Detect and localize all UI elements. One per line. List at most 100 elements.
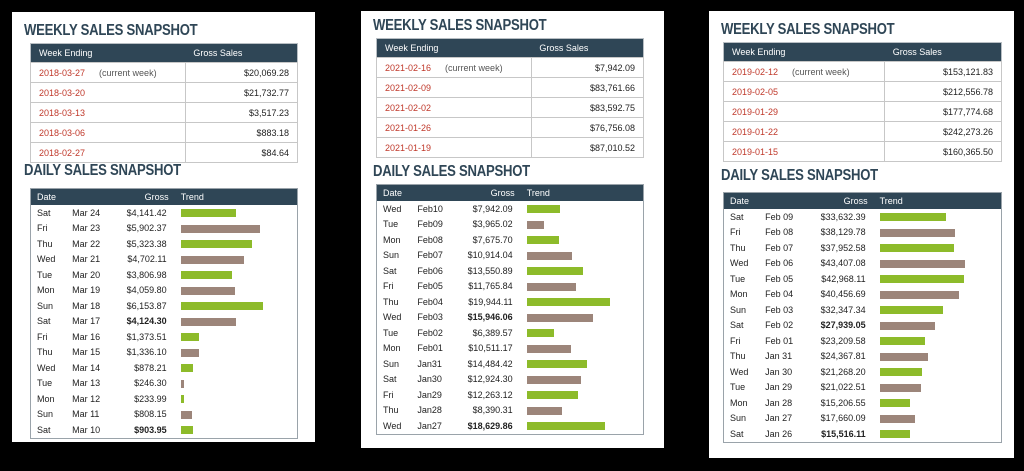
daily-header-row: Date Gross Trend xyxy=(30,188,298,205)
week-cell: 2018-02-27 xyxy=(30,142,186,163)
weekly-row: 2021-02-02 $83,592.75 xyxy=(376,97,645,118)
trend-bar xyxy=(526,267,583,276)
day-date: Feb 09 xyxy=(765,211,794,222)
day-of-week: Fri xyxy=(383,389,394,400)
week-ending-date[interactable]: 2018-02-27 xyxy=(39,147,86,158)
daily-gross: $246.30 xyxy=(134,378,167,389)
daily-row: Tue Mar 20 $3,806.98 xyxy=(31,267,298,283)
daily-sales-table: Date Gross Trend Sat Feb 09 $33,632.39 Fri Feb … xyxy=(723,192,1002,443)
trend-cell xyxy=(874,225,1002,241)
week-ending-date[interactable]: 2018-03-06 xyxy=(39,127,86,138)
trend-cell xyxy=(874,209,1002,225)
gross-sales-amount: $153,121.83 xyxy=(884,61,1002,82)
week-ending-date[interactable]: 2021-01-26 xyxy=(385,122,432,133)
gross-sales-amount: $83,761.66 xyxy=(530,77,645,98)
daily-row: Sat Jan 26 $15,516.11 xyxy=(724,426,1002,442)
weekly-header-row: Week Ending Gross Sales xyxy=(376,38,644,58)
trend-bar xyxy=(879,368,922,377)
week-ending-date[interactable]: 2021-01-19 xyxy=(385,142,432,153)
trend-bar xyxy=(879,228,955,237)
day-date: Feb 03 xyxy=(765,304,794,315)
daily-gross: $3,965.02 xyxy=(472,219,513,230)
day-date: Feb01 xyxy=(417,343,443,354)
day-of-week: Fri xyxy=(730,227,741,238)
week-ending-date[interactable]: 2019-01-15 xyxy=(732,146,779,157)
daily-row: Sun Jan 27 $17,660.09 xyxy=(724,411,1002,427)
day-date: Feb 07 xyxy=(765,242,794,253)
day-of-week: Sat xyxy=(383,265,397,276)
gross-sales-amount: $242,273.26 xyxy=(884,121,1002,142)
day-of-week: Wed xyxy=(730,258,749,269)
daily-gross: $808.15 xyxy=(134,409,167,420)
day-of-week: Thu xyxy=(37,347,53,358)
day-of-week: Mon xyxy=(730,397,748,408)
trend-bar xyxy=(526,375,581,384)
daily-gross: $8,390.31 xyxy=(472,405,513,416)
trend-cell xyxy=(175,391,298,407)
date-header: Date xyxy=(376,184,454,201)
week-cell: 2021-01-26 xyxy=(376,117,532,138)
gross-sales-header: Gross Sales xyxy=(185,43,298,63)
day-of-week: Tue xyxy=(37,378,53,389)
day-of-week: Sat xyxy=(37,424,51,435)
week-ending-date[interactable]: 2021-02-16 xyxy=(385,62,432,73)
day-date: Jan 31 xyxy=(765,351,793,362)
daily-title: DAILY SALES SNAPSHOT xyxy=(721,167,878,184)
week-ending-date[interactable]: 2018-03-20 xyxy=(39,87,86,98)
trend-cell xyxy=(874,333,1002,349)
day-of-week: Mon xyxy=(730,289,748,300)
daily-gross: $37,952.58 xyxy=(820,242,866,253)
weekly-row: 2018-03-27 (current week) $20,069.28 xyxy=(30,62,299,83)
weekly-row: 2019-02-12 (current week) $153,121.83 xyxy=(722,61,1002,82)
trend-bar xyxy=(526,391,578,400)
trend-bar xyxy=(526,251,572,260)
week-ending-date[interactable]: 2018-03-13 xyxy=(39,107,86,118)
trend-bar xyxy=(180,333,199,342)
trend-bar xyxy=(879,290,959,299)
trend-bar xyxy=(180,240,252,249)
weekly-title: WEEKLY SALES SNAPSHOT xyxy=(373,17,547,34)
daily-row: Mon Feb 04 $40,456.69 xyxy=(724,287,1002,303)
daily-row: Sun Feb 03 $32,347.34 xyxy=(724,302,1002,318)
gross-sales-amount: $76,756.08 xyxy=(530,117,645,138)
trend-cell xyxy=(521,217,644,233)
trend-cell xyxy=(175,298,298,314)
day-date: Jan 30 xyxy=(765,366,793,377)
trend-cell xyxy=(521,403,644,419)
trend-bar xyxy=(526,205,560,214)
daily-header-row: Date Gross Trend xyxy=(376,184,644,201)
week-ending-date[interactable]: 2021-02-02 xyxy=(385,102,432,113)
daily-row: Fri Jan29 $12,263.12 xyxy=(377,387,644,403)
day-date: Jan28 xyxy=(417,405,442,416)
trend-bar xyxy=(879,213,946,222)
trend-bar xyxy=(526,220,544,229)
weekly-row: 2018-03-06 $883.18 xyxy=(30,122,299,143)
day-of-week: Wed xyxy=(37,254,56,265)
week-ending-date[interactable]: 2021-02-09 xyxy=(385,82,432,93)
trend-header: Trend xyxy=(873,192,1002,209)
week-ending-date[interactable]: 2019-02-12 xyxy=(732,66,779,77)
week-ending-date[interactable]: 2019-02-05 xyxy=(732,86,779,97)
trend-cell xyxy=(521,294,644,310)
week-ending-date[interactable]: 2019-01-22 xyxy=(732,126,779,137)
daily-gross: $32,347.34 xyxy=(820,304,866,315)
week-ending-date[interactable]: 2018-03-27 xyxy=(39,67,86,78)
week-cell: 2019-01-29 xyxy=(722,101,886,122)
day-of-week: Thu xyxy=(383,405,399,416)
daily-row: Wed Feb10 $7,942.09 xyxy=(377,201,644,217)
daily-row: Wed Jan27 $18,629.86 xyxy=(377,418,644,434)
gross-sales-header: Gross Sales xyxy=(884,42,1002,62)
daily-row: Thu Feb04 $19,944.11 xyxy=(377,294,644,310)
week-ending-date[interactable]: 2019-01-29 xyxy=(732,106,779,117)
day-of-week: Mon xyxy=(383,234,401,245)
daily-gross: $5,323.38 xyxy=(126,238,167,249)
trend-bar xyxy=(879,414,915,423)
day-date: Mar 20 xyxy=(72,269,101,280)
day-date: Feb03 xyxy=(417,312,443,323)
trend-cell xyxy=(874,349,1002,365)
day-date: Feb10 xyxy=(417,203,443,214)
week-cell: 2021-02-02 xyxy=(376,97,532,118)
weekly-row: 2018-03-13 $3,517.23 xyxy=(30,102,299,123)
daily-row: Sun Mar 11 $808.15 xyxy=(31,407,298,423)
daily-gross: $33,632.39 xyxy=(820,211,866,222)
